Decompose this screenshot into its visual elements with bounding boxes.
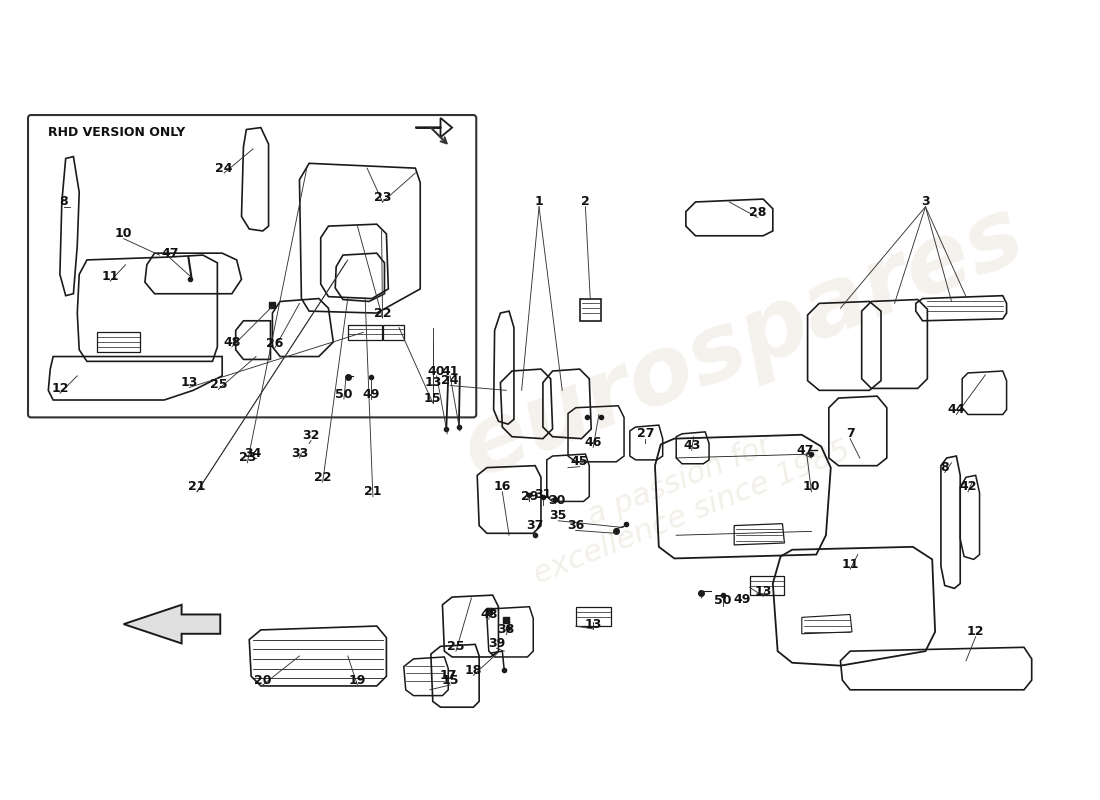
Text: 10: 10 (114, 227, 132, 240)
Text: a passion for
excellence since 1985: a passion for excellence since 1985 (517, 404, 855, 589)
Text: 35: 35 (550, 510, 566, 522)
Text: 22: 22 (374, 306, 392, 319)
Text: 13: 13 (180, 376, 198, 389)
Text: 23: 23 (374, 190, 392, 204)
Text: 21: 21 (188, 481, 206, 494)
Text: 16: 16 (494, 481, 512, 494)
Text: 23: 23 (239, 451, 256, 465)
Text: 11: 11 (101, 270, 119, 283)
Text: 30: 30 (548, 494, 565, 507)
Text: RHD VERSION ONLY: RHD VERSION ONLY (48, 126, 186, 139)
Text: 1: 1 (535, 195, 543, 209)
FancyBboxPatch shape (28, 115, 476, 418)
Text: 17: 17 (440, 669, 456, 682)
Text: 12: 12 (51, 382, 68, 395)
Text: 8: 8 (940, 461, 949, 474)
Text: 41: 41 (441, 365, 459, 378)
Text: 25: 25 (210, 378, 227, 391)
Text: 47: 47 (796, 444, 814, 457)
Text: 15: 15 (424, 391, 441, 405)
Text: 21: 21 (364, 486, 382, 498)
Text: 25: 25 (448, 640, 464, 653)
Text: 39: 39 (488, 637, 505, 650)
Text: 33: 33 (290, 446, 308, 460)
Text: eurospares: eurospares (450, 187, 1038, 497)
Text: 46: 46 (584, 436, 602, 449)
Text: 40: 40 (428, 365, 446, 378)
Text: 11: 11 (842, 558, 859, 570)
Text: 45: 45 (571, 455, 588, 468)
Text: 42: 42 (959, 481, 977, 494)
Text: 26: 26 (266, 338, 283, 350)
Text: 50: 50 (336, 388, 353, 401)
Text: 37: 37 (527, 519, 543, 532)
Text: 13: 13 (584, 618, 602, 630)
Text: 3: 3 (921, 195, 929, 209)
Text: 15: 15 (441, 674, 459, 686)
Text: 24: 24 (441, 374, 459, 387)
Text: 20: 20 (254, 674, 272, 686)
Text: 32: 32 (302, 430, 320, 442)
Text: 2: 2 (581, 195, 590, 209)
Text: 43: 43 (683, 439, 701, 452)
Text: 48: 48 (223, 335, 241, 349)
Text: 22: 22 (314, 470, 331, 484)
Text: 38: 38 (497, 623, 515, 637)
Text: 47: 47 (162, 246, 179, 260)
Polygon shape (123, 605, 220, 643)
Text: 49: 49 (362, 388, 380, 401)
Text: 18: 18 (464, 664, 482, 677)
Text: 31: 31 (535, 488, 551, 501)
Text: 48: 48 (480, 608, 497, 621)
Text: 34: 34 (244, 446, 262, 460)
Text: 10: 10 (803, 481, 821, 494)
Text: 44: 44 (947, 403, 965, 416)
Text: 28: 28 (749, 206, 766, 219)
Text: 50: 50 (714, 594, 732, 607)
Text: 49: 49 (734, 593, 750, 606)
Text: 24: 24 (216, 162, 233, 174)
Text: 12: 12 (967, 626, 984, 638)
Text: 13: 13 (425, 376, 441, 389)
Text: 27: 27 (637, 427, 654, 440)
Text: 19: 19 (349, 674, 366, 686)
Text: 13: 13 (755, 585, 772, 598)
Text: 8: 8 (59, 195, 68, 209)
Text: 7: 7 (846, 427, 855, 440)
Text: 36: 36 (568, 519, 584, 532)
Text: 29: 29 (520, 490, 538, 503)
